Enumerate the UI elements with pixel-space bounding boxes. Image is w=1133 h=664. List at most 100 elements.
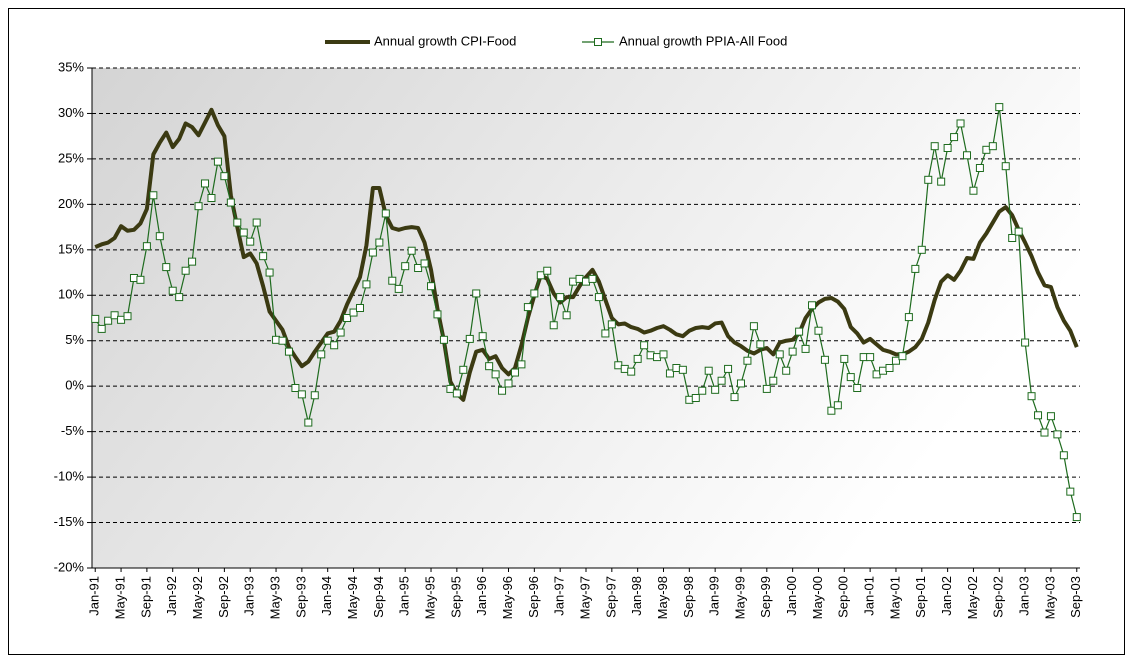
point-marker bbox=[678, 365, 687, 374]
x-tick-label: Jan-02 bbox=[939, 576, 954, 616]
point-marker bbox=[129, 274, 138, 282]
point-marker bbox=[265, 268, 274, 277]
x-tick-label: Jan-00 bbox=[784, 576, 799, 616]
point-marker bbox=[846, 373, 855, 382]
point-marker bbox=[588, 274, 597, 283]
legend: Annual growth CPI-Food Annual growth PPIA… bbox=[325, 33, 787, 48]
point-marker bbox=[291, 384, 300, 392]
point-marker bbox=[465, 334, 474, 343]
point-marker bbox=[1034, 411, 1043, 420]
point-marker bbox=[575, 274, 584, 283]
point-marker bbox=[181, 266, 190, 275]
point-marker bbox=[381, 209, 390, 218]
x-tick-label: Sep-93 bbox=[293, 576, 308, 618]
point-marker bbox=[246, 237, 255, 246]
point-marker bbox=[530, 289, 539, 298]
point-marker bbox=[562, 311, 571, 320]
point-marker bbox=[672, 364, 681, 372]
point-marker bbox=[194, 202, 203, 211]
point-marker bbox=[452, 389, 461, 398]
point-marker bbox=[155, 232, 164, 241]
point-marker bbox=[969, 186, 978, 195]
point-marker bbox=[930, 142, 939, 151]
point-marker bbox=[362, 280, 371, 289]
x-tick-label: Sep-02 bbox=[991, 576, 1006, 618]
x-tick-label: Jan-01 bbox=[862, 576, 877, 616]
point-marker bbox=[646, 351, 655, 360]
plot-area bbox=[92, 68, 1080, 568]
x-tick-label: Sep-94 bbox=[371, 576, 386, 618]
point-marker bbox=[924, 175, 933, 184]
point-marker bbox=[685, 395, 694, 404]
point-marker bbox=[943, 144, 952, 152]
x-tick-label: Jan-03 bbox=[1017, 576, 1032, 616]
point-marker bbox=[640, 341, 649, 350]
point-marker bbox=[239, 228, 248, 237]
point-marker bbox=[975, 164, 984, 172]
point-marker bbox=[175, 293, 184, 302]
point-marker bbox=[104, 316, 113, 325]
point-marker bbox=[911, 264, 920, 273]
point-marker bbox=[420, 259, 429, 268]
point-marker bbox=[962, 151, 971, 160]
point-marker bbox=[1001, 162, 1010, 171]
point-marker bbox=[491, 370, 500, 379]
point-marker bbox=[427, 282, 436, 291]
x-tick-label: Sep-00 bbox=[836, 576, 851, 618]
point-marker bbox=[297, 390, 306, 399]
point-marker bbox=[472, 289, 481, 298]
point-marker bbox=[982, 145, 991, 154]
y-tick-label: 25% bbox=[58, 150, 84, 165]
x-tick-label: May-93 bbox=[267, 576, 282, 619]
point-marker bbox=[698, 386, 707, 395]
point-marker bbox=[717, 376, 726, 385]
x-tick-label: Jan-94 bbox=[319, 576, 334, 616]
x-tick-label: Jan-92 bbox=[164, 576, 179, 616]
point-marker bbox=[1072, 513, 1081, 522]
y-tick-label: 0% bbox=[65, 378, 84, 393]
legend-label: Annual growth PPIA-All Food bbox=[619, 33, 787, 48]
point-marker bbox=[330, 341, 339, 350]
point-marker bbox=[310, 391, 319, 400]
point-marker bbox=[201, 179, 210, 188]
point-marker bbox=[1053, 430, 1062, 439]
point-marker bbox=[485, 362, 494, 371]
point-marker bbox=[317, 350, 326, 359]
point-marker bbox=[117, 315, 126, 324]
point-marker bbox=[549, 321, 558, 330]
point-marker bbox=[323, 336, 332, 345]
point-marker bbox=[433, 310, 442, 319]
point-marker bbox=[582, 277, 590, 286]
point-marker bbox=[517, 360, 526, 369]
point-marker bbox=[439, 335, 448, 344]
x-tick-label: Jan-97 bbox=[552, 576, 567, 616]
point-marker bbox=[213, 157, 222, 166]
x-tick-label: Jan-95 bbox=[397, 576, 412, 616]
point-marker bbox=[814, 326, 823, 335]
point-marker bbox=[336, 328, 345, 337]
x-tick-label: Sep-01 bbox=[913, 576, 928, 618]
point-marker bbox=[795, 327, 804, 336]
point-marker bbox=[756, 340, 765, 349]
point-marker bbox=[91, 314, 100, 323]
point-marker bbox=[343, 314, 352, 322]
point-marker bbox=[762, 384, 771, 393]
point-marker bbox=[627, 367, 636, 376]
point-marker bbox=[478, 332, 487, 341]
point-marker bbox=[252, 218, 261, 227]
point-marker bbox=[97, 324, 106, 333]
y-tick-label: 20% bbox=[58, 196, 84, 211]
point-marker bbox=[879, 366, 888, 375]
point-marker bbox=[1040, 428, 1049, 437]
point-marker bbox=[1027, 392, 1036, 401]
point-marker bbox=[136, 275, 145, 284]
y-tick-label: 30% bbox=[58, 105, 84, 120]
point-marker bbox=[220, 172, 229, 181]
point-marker bbox=[866, 353, 875, 362]
point-marker bbox=[995, 103, 1004, 112]
point-marker bbox=[142, 242, 151, 251]
x-tick-label: Sep-98 bbox=[681, 576, 696, 618]
x-tick-label: May-97 bbox=[577, 576, 592, 619]
point-marker bbox=[904, 313, 913, 322]
point-marker bbox=[743, 356, 752, 365]
